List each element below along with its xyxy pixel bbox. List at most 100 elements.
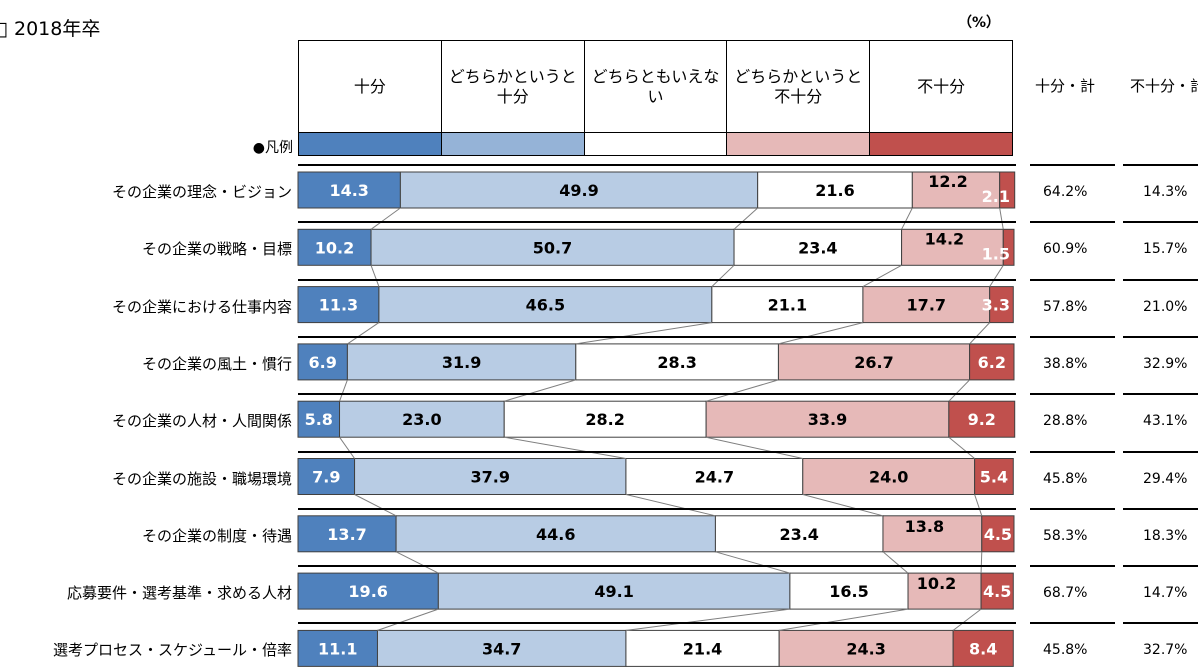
connector-line — [370, 265, 380, 287]
bar-segment-dochiraka-fujuubun — [911, 171, 1001, 209]
data-label: 5.8 — [305, 410, 333, 429]
connector-line — [901, 207, 913, 230]
legend-header-dochiraka-fujuubun: どちらかというと不十分 — [726, 40, 871, 133]
connector-line — [711, 264, 735, 287]
bar-segment-fujuubun — [981, 515, 1015, 553]
connector-line — [980, 551, 983, 574]
data-label: 13.8 — [905, 517, 944, 536]
bar-segment-juubun — [297, 515, 397, 553]
connector-line — [733, 207, 759, 230]
data-label: 10.2 — [917, 574, 956, 593]
connector-line — [989, 265, 1004, 287]
bar-segment-juubun — [297, 458, 356, 495]
legend-swatch-juubun — [298, 132, 442, 156]
bar-segment-dochiraka-fujuubun — [882, 515, 983, 553]
legend-swatch-dochiraka-juubun — [440, 132, 585, 156]
data-label: 46.5 — [526, 296, 565, 315]
connector-line — [575, 322, 712, 345]
bar-segment-dochiraka-juubun — [376, 629, 627, 667]
bar-segment-juubun — [297, 629, 378, 667]
bar-segment-dochiraka-fujuubun — [901, 228, 1004, 266]
connector-line — [948, 379, 970, 402]
bar-segment-dochiraka-juubun — [339, 400, 505, 438]
summary-separator — [1030, 450, 1115, 453]
connector-line — [882, 551, 909, 574]
bar-segment-fujuubun — [980, 572, 1014, 610]
data-label: 21.6 — [815, 181, 854, 200]
connector-line — [377, 608, 439, 631]
summary-juubun-total: 64.2% — [1043, 184, 1088, 200]
connector-line — [504, 436, 627, 459]
category-label: その企業の理念・ビジョン — [111, 183, 292, 201]
data-label: 9.2 — [968, 410, 996, 429]
category-label: その企業の制度・待遇 — [141, 526, 292, 545]
summary-header-juubun: 十分・計 — [1034, 77, 1095, 95]
connector-line — [778, 322, 864, 345]
data-label: 37.9 — [471, 468, 510, 487]
data-label: 23.4 — [798, 238, 837, 257]
bar-segment-juubun — [297, 228, 372, 266]
connector-line — [705, 379, 779, 402]
connector-line — [395, 551, 439, 574]
data-label: 24.0 — [869, 468, 908, 487]
bar-segment-dochiramo — [714, 515, 884, 553]
data-label: 11.3 — [319, 296, 358, 315]
bar-segment-dochiraka-juubun — [399, 171, 759, 209]
bar-segment-dochiraka-fujuubun — [802, 458, 976, 495]
data-label: 44.6 — [536, 525, 575, 544]
bar-segment-fujuubun — [989, 286, 1014, 324]
connector-line — [625, 608, 790, 631]
data-label: 2.1 — [982, 187, 1010, 206]
summary-fujuubun-total: 43.1% — [1143, 413, 1188, 430]
bar-segment-dochiramo — [625, 458, 804, 495]
summary-separator — [1030, 335, 1115, 338]
unit-label: （%） — [958, 15, 1001, 31]
data-label: 34.7 — [482, 639, 521, 658]
bar-segment-fujuubun — [952, 629, 1014, 667]
data-label: 28.3 — [657, 353, 696, 372]
summary-separator — [1030, 565, 1115, 568]
summary-juubun-total: 38.8% — [1043, 355, 1088, 372]
category-label: その企業の風土・慣行 — [141, 354, 292, 373]
summary-separator — [1123, 450, 1198, 453]
row-separator — [298, 622, 1016, 625]
summary-juubun-total: 60.9% — [1043, 241, 1088, 258]
data-label: 24.3 — [846, 639, 885, 658]
summary-fujuubun-total: 32.7% — [1143, 642, 1188, 659]
connector-line — [339, 436, 355, 459]
data-label: 8.4 — [969, 639, 997, 658]
summary-fujuubun-total: 14.3% — [1143, 184, 1188, 200]
connector-line — [779, 608, 909, 631]
data-label: 11.1 — [318, 639, 357, 658]
bar-segment-dochiraka-fujuubun — [778, 629, 954, 667]
connector-line — [339, 379, 348, 402]
summary-fujuubun-total: 14.7% — [1143, 585, 1188, 602]
connector-line — [999, 207, 1004, 230]
bar-segment-dochiramo — [575, 343, 779, 381]
bar-segment-dochiramo — [711, 286, 864, 324]
data-label: 50.7 — [533, 238, 572, 257]
data-label: 23.0 — [402, 410, 441, 429]
summary-juubun-total: 68.7% — [1043, 585, 1088, 602]
legend-header-juubun: 十分 — [298, 40, 442, 133]
data-label: 24.7 — [695, 468, 734, 487]
summary-separator — [1123, 335, 1198, 338]
legend-label: ●凡例 — [252, 140, 293, 156]
data-label: 14.2 — [925, 229, 964, 248]
row-separator — [298, 450, 1016, 453]
bar-segment-fujuubun — [1002, 228, 1015, 266]
data-label: 16.5 — [829, 582, 868, 601]
connector-line — [802, 494, 884, 517]
summary-juubun-total: 45.8% — [1043, 470, 1088, 487]
summary-separator — [1123, 393, 1198, 396]
summary-separator — [1030, 393, 1115, 396]
data-label: 49.9 — [559, 181, 598, 200]
bar-segment-fujuubun — [969, 343, 1015, 381]
summary-separator — [1123, 622, 1198, 625]
connector-line — [625, 494, 716, 517]
connector-line — [969, 322, 991, 345]
summary-fujuubun-total: 32.9% — [1143, 355, 1188, 372]
bar-segment-juubun — [297, 286, 380, 324]
data-label: 17.7 — [907, 296, 946, 315]
data-label: 21.1 — [768, 296, 807, 315]
